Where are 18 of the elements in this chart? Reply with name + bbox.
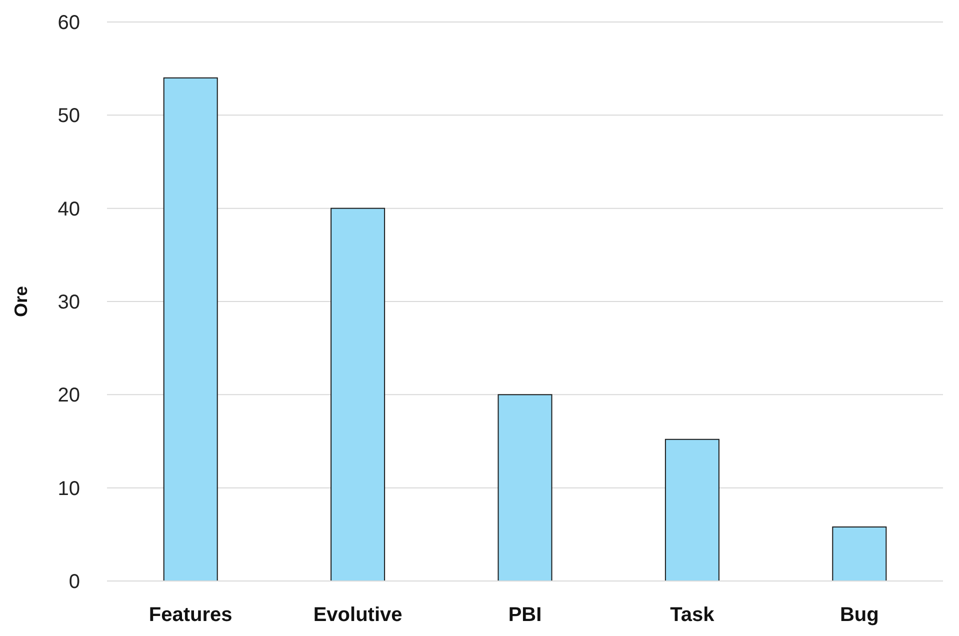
x-tick-label: Task — [670, 604, 716, 626]
bar — [664, 438, 720, 582]
x-tick-label: PBI — [508, 604, 542, 626]
bar — [163, 77, 218, 582]
y-tick-label: 10 — [58, 478, 80, 500]
x-tick-label: Features — [148, 604, 232, 626]
bar — [498, 394, 552, 582]
y-tick-label: 30 — [58, 292, 80, 314]
bar — [832, 526, 887, 582]
y-tick-label: 50 — [58, 105, 80, 128]
y-tick-label: 60 — [58, 12, 80, 34]
y-tick-label: 0 — [68, 571, 80, 593]
x-tick-label: Bug — [840, 604, 879, 626]
y-tick-label: 40 — [58, 198, 80, 220]
y-tick-label: 20 — [58, 384, 80, 407]
bar — [330, 208, 386, 582]
x-tick-label: Evolutive — [313, 604, 402, 626]
y-axis-title: Ore — [11, 286, 31, 318]
